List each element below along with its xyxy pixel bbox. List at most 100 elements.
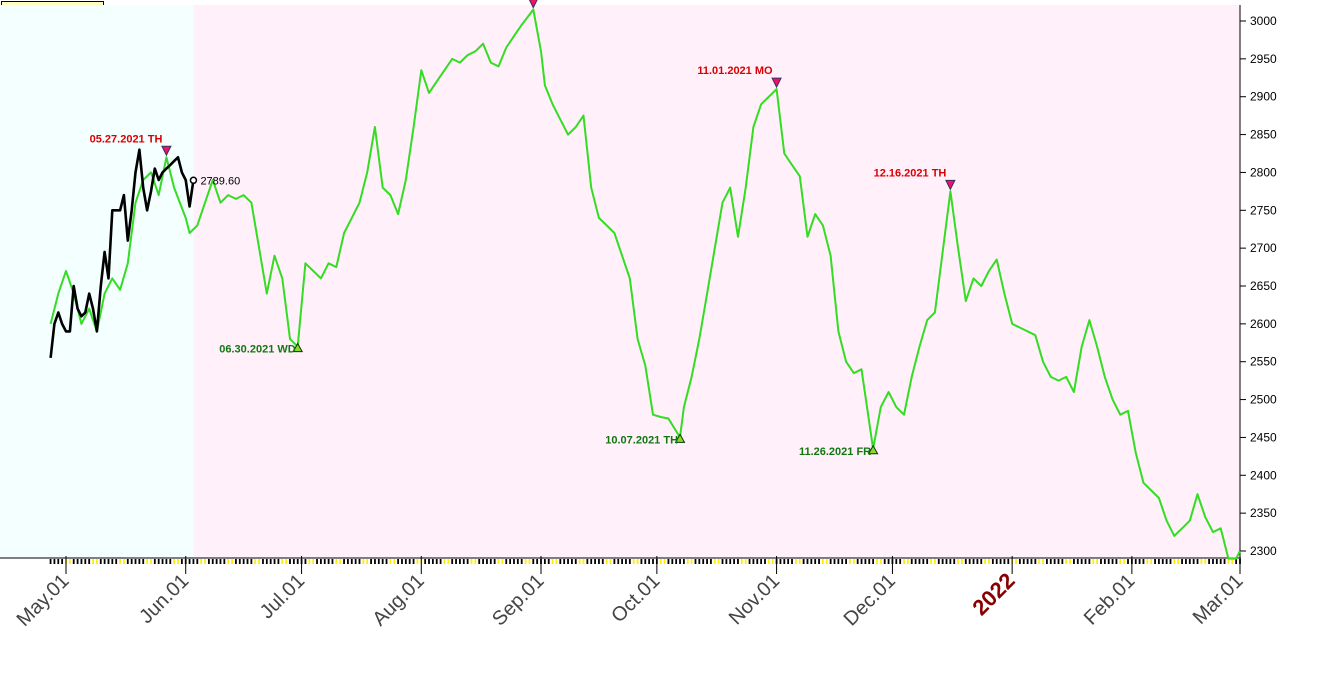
x-day-tick [204, 559, 206, 564]
x-day-tick [868, 559, 871, 564]
x-day-tick [1018, 559, 1021, 564]
history-region [0, 5, 194, 558]
x-day-tick [153, 559, 156, 564]
x-day-tick [107, 559, 110, 564]
x-day-tick [706, 559, 708, 564]
x-day-tick [1138, 559, 1141, 564]
x-day-tick [744, 559, 747, 564]
x-day-tick [493, 559, 496, 564]
x-day-tick [412, 559, 415, 564]
x-day-tick [918, 559, 921, 564]
x-day-tick [794, 559, 797, 564]
x-day-tick [265, 559, 268, 564]
x-day-tick [323, 559, 326, 564]
x-day-tick [211, 559, 214, 564]
x-day-tick [1200, 559, 1203, 564]
peak-label: 12.16.2021 TH [874, 167, 947, 179]
x-day-tick [698, 559, 701, 564]
x-day-tick [791, 559, 793, 564]
x-day-tick [841, 559, 844, 564]
x-day-tick [1158, 559, 1160, 564]
x-day-tick [516, 559, 519, 564]
x-day-tick [930, 559, 932, 564]
x-day-tick [335, 559, 338, 564]
x-day-tick [393, 559, 396, 564]
y-tick-label: 2450 [1250, 430, 1277, 444]
x-day-tick [404, 559, 407, 564]
x-day-tick [327, 559, 330, 564]
x-day-tick [825, 559, 828, 564]
x-day-tick [177, 559, 179, 564]
x-day-tick [636, 559, 639, 564]
x-day-tick [238, 559, 241, 564]
trough-label: 10.07.2021 TH [605, 434, 678, 446]
y-tick-label: 2600 [1250, 317, 1277, 331]
x-tick-label: Dec.01 [840, 570, 900, 630]
x-day-tick [489, 559, 492, 564]
x-day-tick [594, 559, 596, 564]
x-day-tick [543, 559, 546, 564]
x-day-tick [922, 559, 925, 564]
x-day-tick [571, 559, 573, 564]
peak-label: 11.01.2021 MO [697, 65, 773, 77]
x-day-tick [1169, 559, 1172, 564]
x-day-tick [509, 559, 512, 564]
x-day-tick [1173, 559, 1176, 564]
y-tick-label: 2650 [1250, 279, 1277, 293]
x-day-tick [547, 559, 550, 564]
y-tick-label: 2750 [1250, 203, 1277, 217]
x-day-tick [416, 559, 419, 564]
x-day-tick [304, 559, 307, 564]
x-day-tick [586, 559, 589, 564]
x-day-tick [1022, 559, 1025, 564]
x-day-tick [609, 559, 612, 564]
x-day-tick [53, 559, 56, 564]
x-day-tick [991, 559, 994, 564]
x-day-tick [1034, 559, 1037, 564]
x-day-tick [381, 559, 384, 564]
x-day-tick [1123, 559, 1126, 564]
x-day-tick [196, 559, 199, 564]
x-day-tick [246, 559, 249, 564]
x-day-tick [49, 559, 52, 564]
x-day-tick [377, 559, 380, 564]
x-day-tick [157, 559, 160, 564]
x-day-tick [972, 559, 975, 564]
x-day-tick [567, 559, 569, 564]
x-day-tick [146, 559, 148, 564]
x-day-tick [872, 559, 875, 564]
x-day-tick [316, 559, 318, 564]
x-day-tick [906, 559, 909, 564]
x-day-tick [694, 559, 697, 564]
x-day-tick [659, 559, 662, 564]
x-day-tick [358, 559, 361, 564]
x-tick-label: Nov.01 [725, 570, 784, 629]
x-day-tick [459, 559, 461, 564]
x-day-tick [852, 559, 855, 564]
x-day-tick [798, 559, 801, 564]
x-day-tick [447, 559, 450, 564]
x-day-tick [1030, 559, 1033, 564]
x-day-tick [103, 559, 106, 564]
x-day-tick [1223, 559, 1226, 564]
x-day-tick [721, 559, 724, 564]
x-day-tick [717, 559, 720, 564]
x-day-tick [1057, 559, 1060, 564]
x-day-tick [1061, 559, 1064, 564]
x-day-tick [277, 559, 280, 564]
peak-marker [528, 0, 538, 9]
x-day-tick [941, 559, 944, 564]
x-day-tick [1100, 559, 1102, 564]
x-day-tick [505, 559, 508, 564]
trough-marker [292, 342, 304, 353]
x-day-tick [1084, 559, 1087, 564]
x-day-tick [849, 559, 851, 564]
x-day-tick [1177, 559, 1180, 564]
x-day-tick [250, 559, 253, 564]
x-day-tick [1212, 559, 1214, 564]
x-day-tick [273, 559, 276, 564]
x-day-tick [713, 559, 716, 564]
x-day-tick [914, 559, 917, 564]
y-tick-label: 2500 [1250, 393, 1277, 407]
